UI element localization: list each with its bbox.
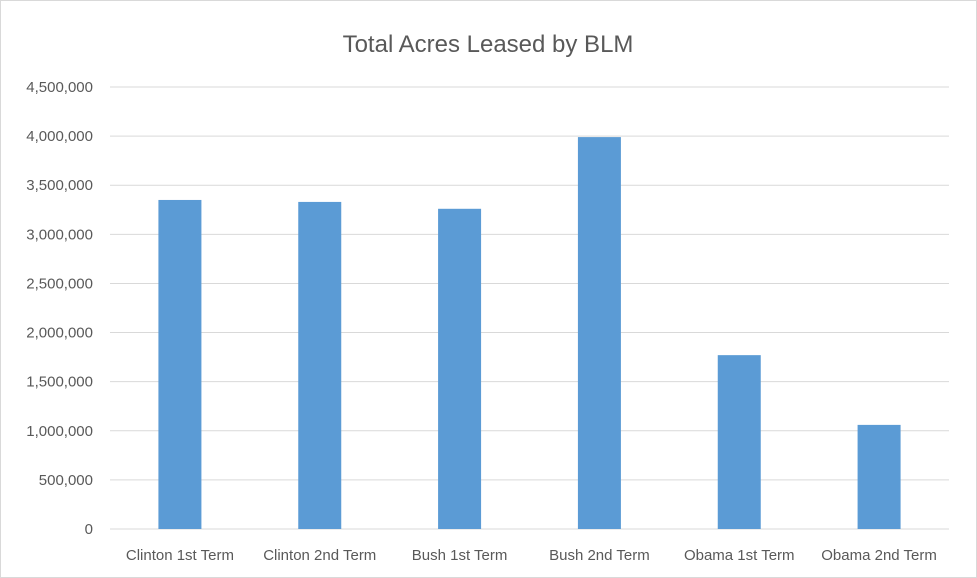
bars [158, 137, 901, 530]
x-tick-label: Obama 2nd Term [821, 547, 937, 564]
y-tick-label: 1,000,000 [26, 423, 93, 440]
y-tick-label: 4,500,000 [26, 79, 93, 96]
bar [577, 137, 621, 530]
y-tick-label: 500,000 [39, 472, 93, 489]
x-axis-tick-labels: Clinton 1st Term Clinton 2nd Term Bush 1st… [126, 547, 937, 564]
y-tick-label: 2,500,000 [26, 275, 93, 292]
y-tick-label: 0 [85, 521, 93, 538]
bar [717, 355, 761, 529]
x-tick-label: Bush 2nd Term [549, 547, 650, 564]
bar [438, 208, 482, 529]
y-tick-label: 3,500,000 [26, 177, 93, 194]
x-tick-label: Clinton 1st Term [126, 547, 234, 564]
x-tick-label: Obama 1st Term [684, 547, 795, 564]
bar [857, 424, 901, 529]
y-tick-label: 2,000,000 [26, 325, 93, 342]
chart-title: Total Acres Leased by BLM [343, 31, 634, 58]
x-tick-label: Bush 1st Term [412, 547, 508, 564]
x-tick-label: Clinton 2nd Term [263, 547, 376, 564]
gridlines [110, 86, 949, 530]
y-tick-label: 4,000,000 [26, 128, 93, 145]
y-tick-label: 1,500,000 [26, 374, 93, 391]
bar [298, 201, 342, 530]
y-axis-tick-labels: 0 500,000 1,000,000 1,500,000 2,000,000 2,500… [26, 79, 93, 538]
bar [158, 199, 202, 529]
y-tick-label: 3,000,000 [26, 226, 93, 243]
